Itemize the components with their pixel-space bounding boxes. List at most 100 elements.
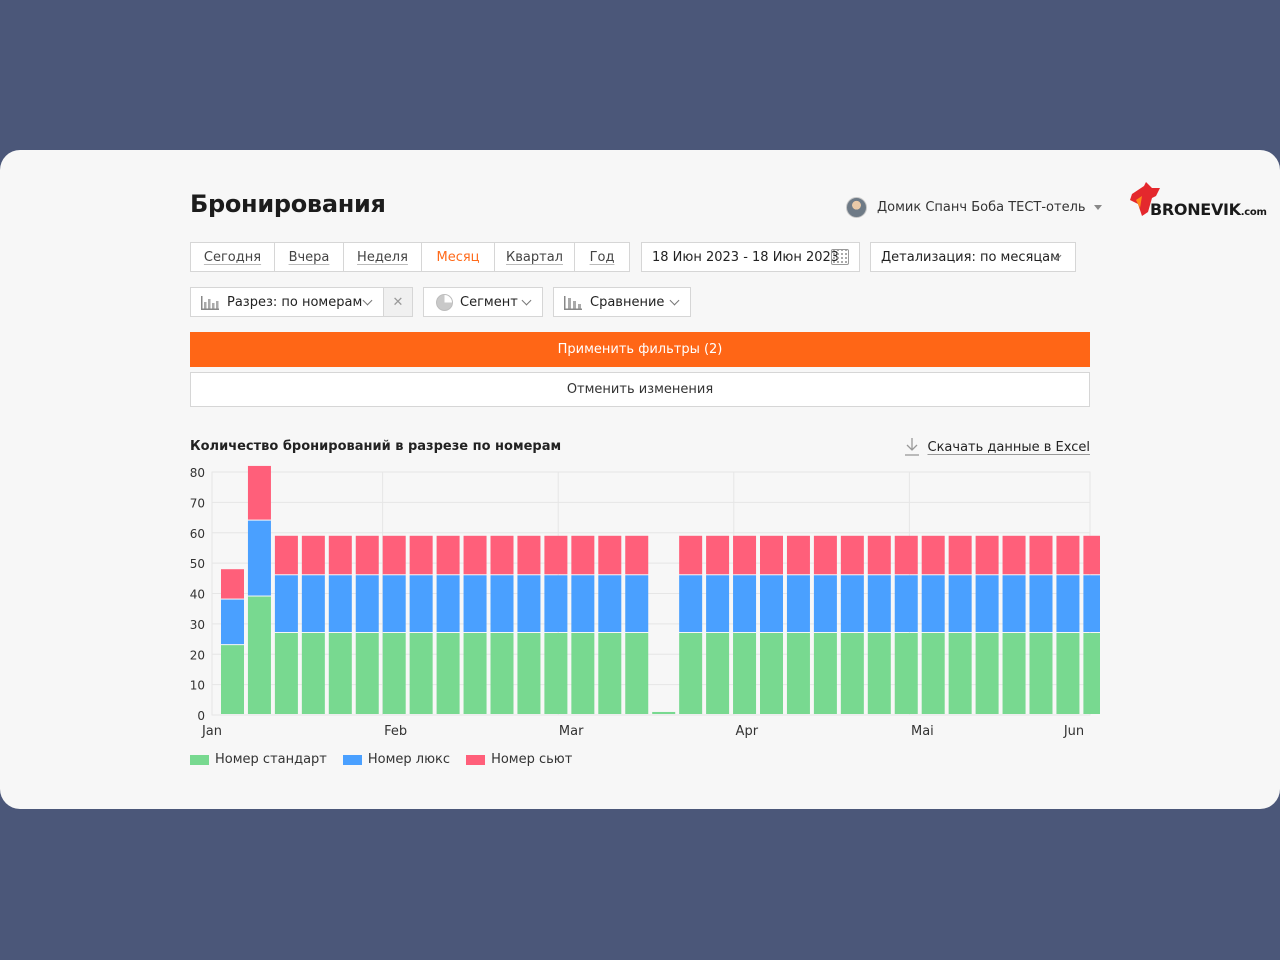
bar-segment bbox=[679, 535, 703, 575]
date-range-value: 18 Июн 2023 - 18 Июн 2023 bbox=[652, 249, 840, 265]
bar-segment bbox=[867, 632, 891, 714]
tab-month[interactable]: Месяц bbox=[422, 243, 495, 271]
bar-segment bbox=[328, 632, 352, 714]
slice-select-value: Разрез: по номерам bbox=[227, 294, 363, 310]
slice-select[interactable]: Разрез: по номерам bbox=[190, 287, 384, 317]
bar-segment bbox=[1056, 575, 1080, 632]
y-tick-label: 30 bbox=[190, 618, 205, 632]
bar-segment bbox=[948, 535, 972, 575]
detail-select-value: Детализация: по месяцам bbox=[881, 249, 1060, 265]
bar-segment bbox=[463, 632, 487, 714]
bar-segment bbox=[463, 575, 487, 632]
tab-yesterday[interactable]: Вчера bbox=[275, 243, 344, 271]
bar-segment bbox=[544, 535, 568, 575]
bar-segment bbox=[625, 575, 649, 632]
detail-select[interactable]: Детализация: по месяцам bbox=[870, 242, 1076, 272]
bar-segment bbox=[409, 632, 433, 714]
x-tick-label: Jun bbox=[1063, 724, 1084, 739]
download-icon bbox=[904, 438, 919, 456]
compare-select-value: Сравнение bbox=[590, 294, 665, 310]
bar-segment bbox=[733, 575, 757, 632]
y-tick-label: 0 bbox=[197, 709, 205, 723]
download-excel-link[interactable]: Скачать данные в Excel bbox=[904, 436, 1090, 458]
tab-today[interactable]: Сегодня bbox=[191, 243, 275, 271]
chart-title: Количество бронирований в разрезе по ном… bbox=[190, 439, 562, 454]
bar-segment bbox=[948, 575, 972, 632]
period-tabs: Сегодня Вчера Неделя Месяц Квартал Год bbox=[190, 242, 630, 272]
bar-segment bbox=[571, 535, 595, 575]
bar-segment bbox=[679, 632, 703, 714]
bar-segment bbox=[921, 535, 945, 575]
bar-segment bbox=[490, 535, 514, 575]
pie-chart-icon bbox=[436, 294, 453, 311]
bar-segment bbox=[517, 535, 541, 575]
apply-filters-button[interactable]: Применить фильтры (2) bbox=[190, 332, 1090, 367]
x-tick-label: Mai bbox=[911, 724, 934, 739]
user-menu[interactable]: Домик Спанч Боба ТЕСТ-отель bbox=[846, 196, 1102, 218]
bar-segment bbox=[517, 575, 541, 632]
tab-quarter[interactable]: Квартал bbox=[495, 243, 575, 271]
bar-segment bbox=[813, 535, 837, 575]
bar-segment bbox=[1056, 632, 1080, 714]
legend-label: Номер люкс bbox=[367, 752, 451, 767]
bar-segment bbox=[355, 535, 379, 575]
bar-segment bbox=[409, 575, 433, 632]
cancel-changes-button[interactable]: Отменить изменения bbox=[190, 372, 1090, 407]
bar-segment bbox=[544, 575, 568, 632]
legend-item-lux[interactable]: Номер люкс bbox=[342, 752, 451, 767]
bar-segment bbox=[1083, 575, 1100, 632]
y-tick-label: 20 bbox=[190, 648, 205, 662]
bar-segment bbox=[221, 569, 244, 599]
bar-segment bbox=[1083, 535, 1100, 575]
bar-segment bbox=[463, 535, 487, 575]
clear-slice-button[interactable]: ✕ bbox=[383, 287, 413, 317]
bar-segment bbox=[652, 711, 676, 714]
logo-text: BRONEVIK.com bbox=[1150, 200, 1267, 219]
compare-select[interactable]: Сравнение bbox=[553, 287, 691, 317]
bar-segment bbox=[382, 575, 406, 632]
bar-segment bbox=[894, 535, 918, 575]
bar-segment bbox=[1002, 632, 1026, 714]
user-name: Домик Спанч Боба ТЕСТ-отель bbox=[877, 199, 1086, 215]
bronevik-logo[interactable]: BRONEVIK.com bbox=[1130, 182, 1267, 219]
tab-year[interactable]: Год bbox=[589, 249, 615, 265]
page-title: Бронирования bbox=[190, 190, 386, 218]
legend-item-standard[interactable]: Номер стандарт bbox=[190, 752, 327, 767]
y-tick-label: 60 bbox=[190, 527, 205, 541]
tab-week[interactable]: Неделя bbox=[344, 243, 422, 271]
bar-segment bbox=[247, 596, 271, 714]
bar-segment bbox=[328, 575, 352, 632]
bar-segment bbox=[598, 535, 622, 575]
bar-segment bbox=[706, 632, 730, 714]
legend-item-suite[interactable]: Номер сьют bbox=[466, 752, 572, 767]
chevron-down-icon bbox=[669, 295, 680, 306]
bar-segment bbox=[921, 632, 945, 714]
chevron-down-icon bbox=[362, 295, 373, 306]
bar-segment bbox=[301, 632, 325, 714]
bar-segment bbox=[733, 632, 757, 714]
date-range-picker[interactable]: 18 Июн 2023 - 18 Июн 2023 bbox=[641, 242, 860, 272]
bar-segment bbox=[813, 575, 837, 632]
bar-segment bbox=[436, 535, 460, 575]
x-tick-label: Feb bbox=[384, 724, 407, 739]
bar-segment bbox=[733, 535, 757, 575]
legend-swatch bbox=[466, 754, 486, 765]
bar-segment bbox=[813, 632, 837, 714]
bar-segment bbox=[760, 575, 783, 632]
bookings-chart: 0 10 20 30 40 50 60 70 80 Jan Feb Mar Apr Mai Jun bbox=[190, 465, 1100, 739]
bar-segment bbox=[247, 520, 271, 596]
bar-segment bbox=[328, 535, 352, 575]
bar-segment bbox=[247, 465, 271, 520]
segment-select[interactable]: Сегмент bbox=[423, 287, 543, 317]
bar-segment bbox=[1056, 535, 1080, 575]
chart-legend: Номер стандарт Номер люкс Номер сьют bbox=[190, 752, 588, 767]
bar-segment bbox=[517, 632, 541, 714]
bar-segment bbox=[382, 632, 406, 714]
caret-down-icon bbox=[1093, 204, 1102, 210]
bar-segment bbox=[894, 632, 918, 714]
bar-segment bbox=[975, 632, 999, 714]
bar-segment bbox=[274, 632, 298, 714]
bar-segment bbox=[1002, 575, 1026, 632]
bar-segment bbox=[221, 599, 244, 645]
logo-mark-icon bbox=[1130, 182, 1160, 216]
